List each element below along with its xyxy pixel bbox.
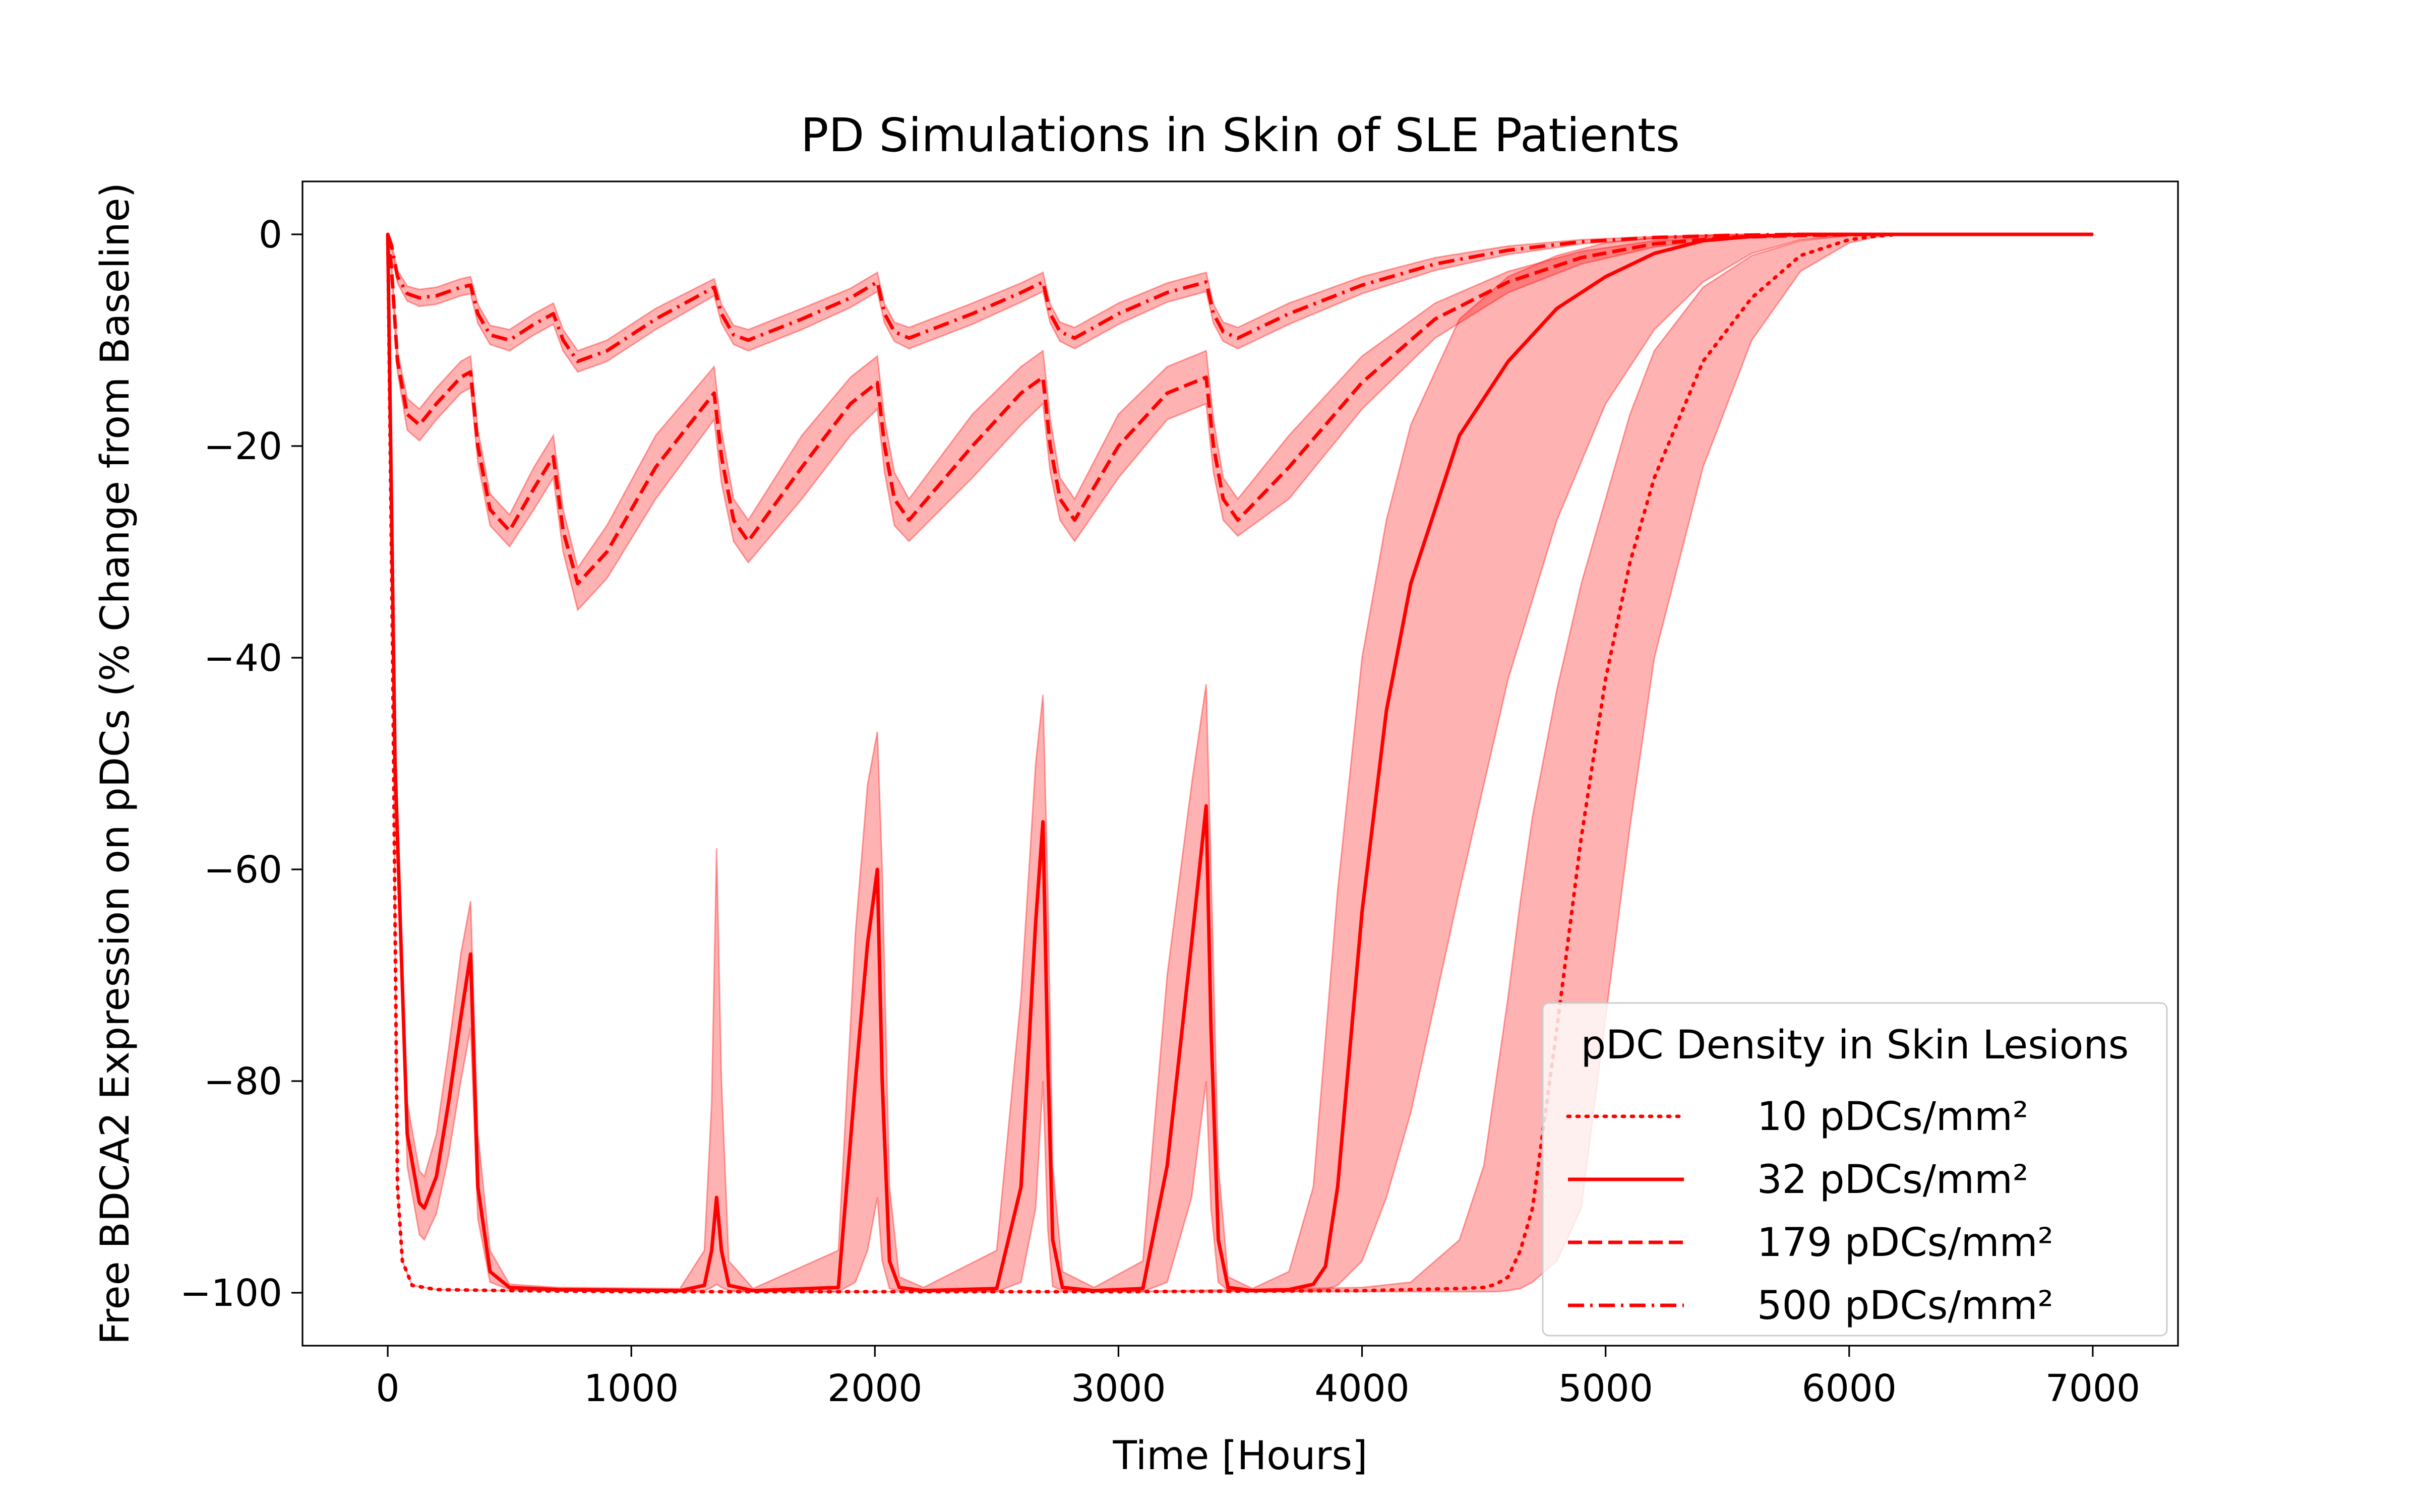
y-axis-ticks: 0 −20 −40 −60 −80 −100: [180, 213, 302, 1315]
x-tick-label: 6000: [1802, 1367, 1897, 1410]
legend-box: [1542, 1002, 2168, 1337]
x-axis-ticks: 0 1000 2000 3000 4000 5000 6000 7000: [376, 1346, 2140, 1410]
x-tick-label: 7000: [2045, 1367, 2140, 1410]
band-179-pdcs-mm: [387, 233, 2093, 612]
y-tick-label: −40: [204, 637, 282, 680]
x-tick-label: 2000: [827, 1367, 922, 1410]
legend-label: 10 pDCs/mm²: [1757, 1094, 2028, 1140]
band-32-pdcs-mm: [387, 233, 2093, 1293]
y-tick-label: −80: [204, 1060, 282, 1103]
legend-label: 500 pDCs/mm²: [1757, 1283, 2053, 1329]
chart-title: PD Simulations in Skin of SLE Patients: [801, 108, 1680, 162]
legend-title: pDC Density in Skin Lesions: [1581, 1023, 2129, 1068]
x-tick-label: 5000: [1558, 1367, 1653, 1410]
plot-frame: [301, 180, 2179, 1347]
series-line-500-pdcs-mm: [386, 232, 2093, 363]
series-line-32-pdcs-mm: [386, 232, 2093, 1293]
series-line-179-pdcs-mm: [386, 232, 2093, 586]
x-tick-label: 1000: [584, 1367, 679, 1410]
x-tick-label: 3000: [1071, 1367, 1166, 1410]
band-500-pdcs-mm: [387, 233, 2093, 373]
y-tick-label: 0: [259, 213, 282, 257]
y-tick-label: −60: [204, 848, 282, 892]
x-tick-label: 4000: [1314, 1367, 1409, 1410]
y-tick-label: −20: [204, 425, 282, 468]
series-lines: [386, 232, 2095, 1294]
x-tick-label: 0: [376, 1367, 400, 1410]
series-line-10-pdcs-mm: [386, 232, 2095, 1294]
legend-label: 32 pDCs/mm²: [1757, 1157, 2028, 1203]
y-tick-label: −100: [180, 1272, 282, 1315]
x-axis-label: Time [Hours]: [1112, 1433, 1367, 1479]
legend-label: 179 pDCs/mm²: [1757, 1220, 2053, 1266]
y-axis-label: Free BDCA2 Expression on pDCs (% Change …: [93, 182, 138, 1345]
legend: pDC Density in Skin Lesions 10 pDCs/mm² 3…: [1542, 1002, 2168, 1337]
legend-entries: 10 pDCs/mm² 32 pDCs/mm² 179 pDCs/mm² 500 pD…: [1566, 1094, 2053, 1329]
